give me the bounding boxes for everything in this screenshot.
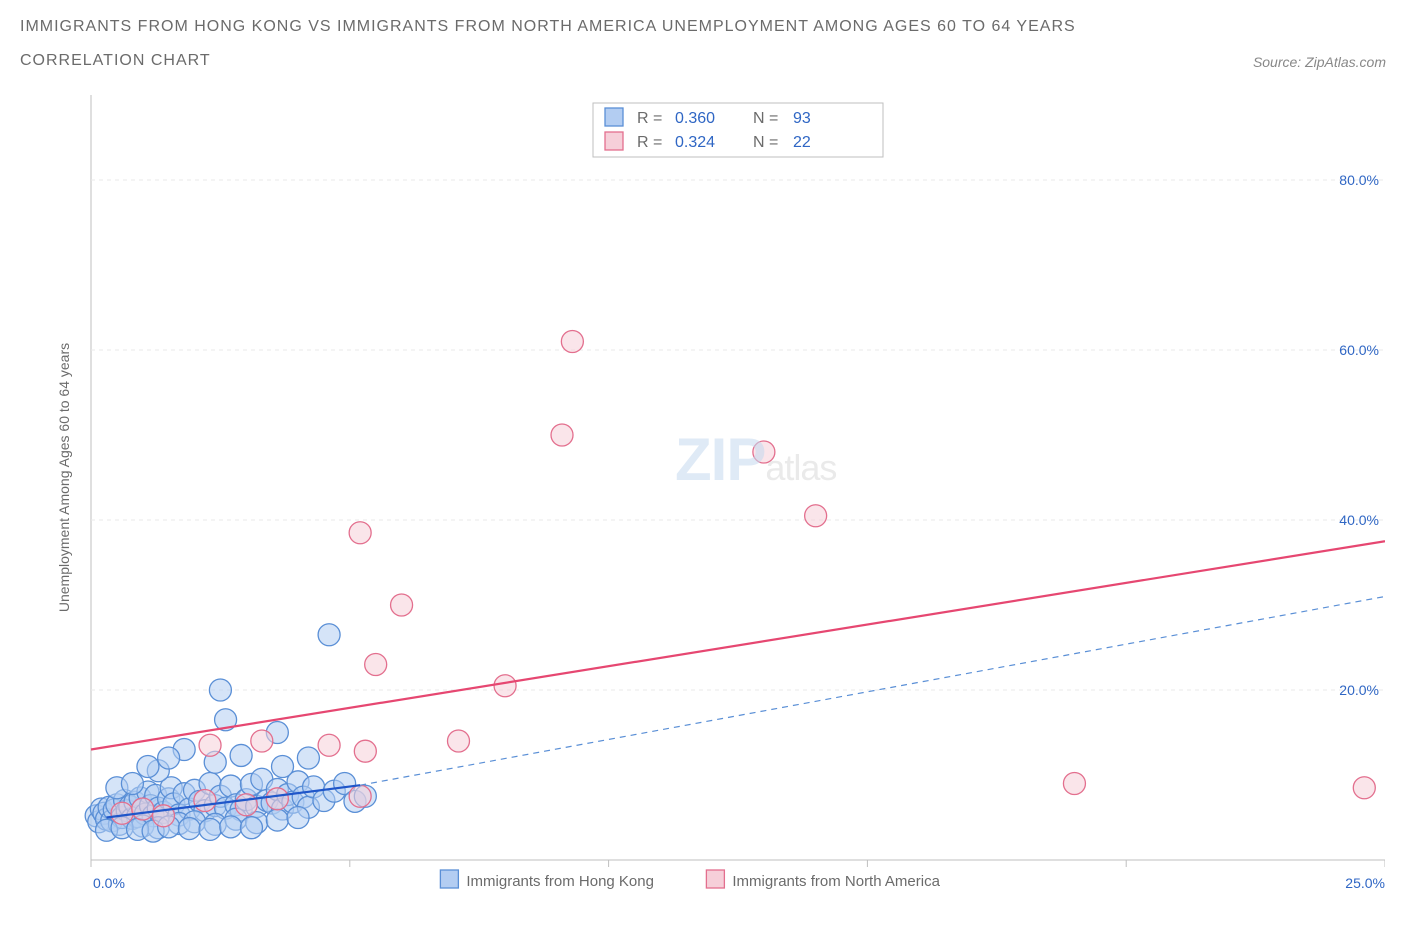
svg-text:22: 22 xyxy=(793,134,811,151)
source-attribution: Source: ZipAtlas.com xyxy=(1253,54,1386,70)
svg-text:Immigrants from North America: Immigrants from North America xyxy=(732,873,940,890)
svg-text:20.0%: 20.0% xyxy=(1339,682,1379,698)
svg-text:0.0%: 0.0% xyxy=(93,875,125,891)
svg-text:N =: N = xyxy=(753,110,778,127)
scatter-chart: 20.0% 40.0% 60.0% 80.0% 0.0% 25.0% Unemploymen… xyxy=(55,95,1385,890)
svg-text:R =: R = xyxy=(637,134,662,151)
chart-subtitle: CORRELATION CHART xyxy=(20,52,1386,70)
svg-text:R =: R = xyxy=(637,110,662,127)
chart-title: IMMIGRANTS FROM HONG KONG VS IMMIGRANTS … xyxy=(20,18,1386,36)
svg-text:40.0%: 40.0% xyxy=(1339,512,1379,528)
svg-text:93: 93 xyxy=(793,110,811,127)
svg-text:0.324: 0.324 xyxy=(675,134,715,151)
svg-text:25.0%: 25.0% xyxy=(1345,875,1385,891)
svg-text:Unemployment Among Ages 60 to: Unemployment Among Ages 60 to 64 years xyxy=(56,343,72,612)
svg-text:0.360: 0.360 xyxy=(675,110,715,127)
svg-text:Immigrants from Hong Kong: Immigrants from Hong Kong xyxy=(466,873,654,890)
svg-text:60.0%: 60.0% xyxy=(1339,342,1379,358)
svg-text:N =: N = xyxy=(753,134,778,151)
svg-text:80.0%: 80.0% xyxy=(1339,172,1379,188)
